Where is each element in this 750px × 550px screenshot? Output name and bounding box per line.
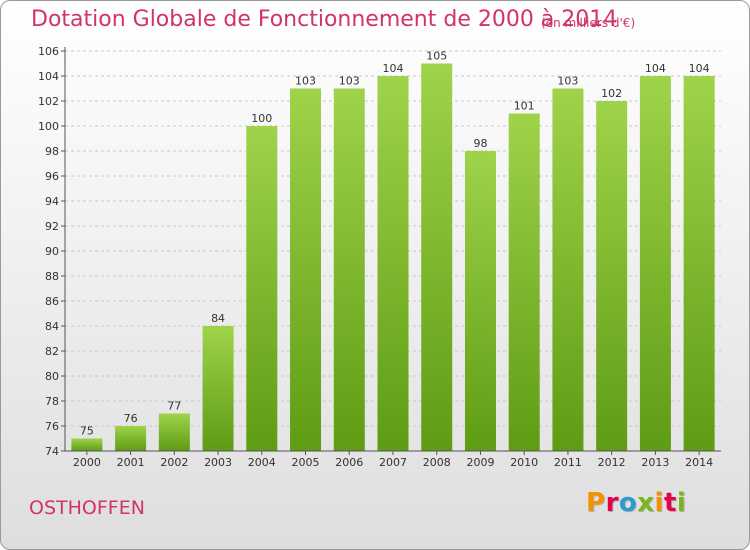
bar — [158, 413, 190, 451]
bar-value-label: 104 — [383, 62, 404, 75]
y-tick-label: 106 — [38, 45, 59, 58]
y-tick-label: 74 — [45, 445, 59, 458]
x-tick-label: 2008 — [423, 456, 451, 469]
bar — [71, 438, 103, 451]
y-tick-label: 100 — [38, 120, 59, 133]
x-tick-label: 2013 — [641, 456, 669, 469]
bar-value-label: 103 — [295, 75, 316, 88]
x-tick-label: 2002 — [160, 456, 188, 469]
chart-subtitle: (en milliers d'€) — [541, 16, 636, 30]
bar — [596, 101, 628, 451]
y-tick-label: 88 — [45, 270, 59, 283]
chart-title: Dotation Globale de Fonctionnement de 20… — [31, 7, 618, 32]
bar — [115, 426, 147, 451]
bar-value-label: 103 — [557, 75, 578, 88]
x-tick-label: 2012 — [598, 456, 626, 469]
bar-value-label: 105 — [426, 50, 447, 63]
x-tick-label: 2007 — [379, 456, 407, 469]
bar — [552, 88, 584, 451]
bar-value-label: 104 — [645, 62, 666, 75]
bar-value-label: 104 — [689, 62, 710, 75]
commune-name: OSTHOFFEN — [29, 497, 145, 519]
x-tick-label: 2003 — [204, 456, 232, 469]
y-tick-label: 92 — [45, 220, 59, 233]
x-tick-label: 2004 — [248, 456, 276, 469]
bar — [421, 63, 453, 451]
x-tick-label: 2006 — [335, 456, 363, 469]
bar-value-label: 76 — [124, 412, 138, 425]
y-tick-label: 94 — [45, 195, 59, 208]
bar-value-label: 100 — [251, 112, 272, 125]
x-tick-label: 2011 — [554, 456, 582, 469]
bar — [246, 126, 278, 451]
y-tick-label: 104 — [38, 70, 59, 83]
bar — [464, 151, 496, 451]
bar — [639, 76, 671, 451]
x-tick-label: 2009 — [466, 456, 494, 469]
x-tick-label: 2000 — [73, 456, 101, 469]
x-tick-label: 2005 — [292, 456, 320, 469]
bar-value-label: 98 — [473, 137, 487, 150]
proxiti-logo[interactable]: Proxiti — [586, 488, 687, 518]
bar-value-label: 84 — [211, 312, 225, 325]
x-tick-label: 2001 — [117, 456, 145, 469]
bar-value-label: 75 — [80, 425, 94, 438]
y-tick-label: 82 — [45, 345, 59, 358]
y-tick-label: 76 — [45, 420, 59, 433]
bar-value-label: 77 — [167, 400, 181, 413]
bar — [377, 76, 409, 451]
bar — [508, 113, 540, 451]
x-tick-label: 2014 — [685, 456, 713, 469]
x-tick-label: 2010 — [510, 456, 538, 469]
bar — [683, 76, 715, 451]
y-tick-label: 102 — [38, 95, 59, 108]
bar-value-label: 101 — [514, 100, 535, 113]
bar — [290, 88, 322, 451]
y-tick-label: 96 — [45, 170, 59, 183]
y-tick-label: 80 — [45, 370, 59, 383]
bar-value-label: 103 — [339, 75, 360, 88]
bar — [202, 326, 234, 451]
y-tick-label: 98 — [45, 145, 59, 158]
y-tick-label: 86 — [45, 295, 59, 308]
y-tick-label: 90 — [45, 245, 59, 258]
y-tick-label: 78 — [45, 395, 59, 408]
bar-value-label: 102 — [601, 87, 622, 100]
y-tick-label: 84 — [45, 320, 59, 333]
bar — [333, 88, 365, 451]
